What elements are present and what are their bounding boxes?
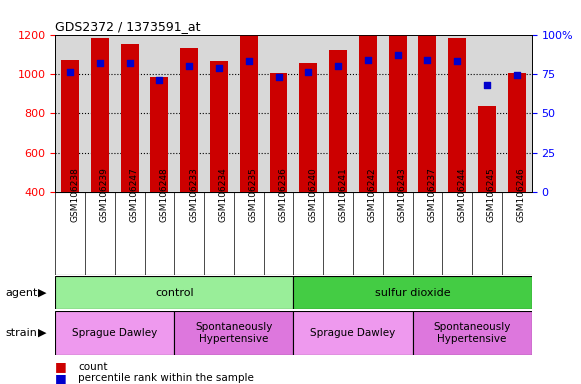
Text: agent: agent (6, 288, 38, 298)
Point (453, 58, 462, 65)
Bar (293, 276, 532, 309)
Text: strain: strain (6, 328, 38, 338)
Bar (329, 50, 347, 192)
Bar (389, 0, 407, 192)
Bar (359, 19, 376, 192)
Bar (174, 311, 293, 355)
Text: GSM106243: GSM106243 (397, 167, 407, 222)
Text: GSM106239: GSM106239 (100, 167, 109, 222)
Text: control: control (155, 288, 193, 298)
Text: count: count (78, 362, 108, 372)
Text: GSM106241: GSM106241 (338, 167, 347, 222)
Text: ■: ■ (55, 372, 67, 384)
Text: percentile rank within the sample: percentile rank within the sample (78, 373, 254, 383)
Text: Sprague Dawley: Sprague Dawley (310, 328, 396, 338)
Bar (240, 33, 258, 192)
Text: sulfur dioxide: sulfur dioxide (375, 288, 450, 298)
Bar (210, 61, 228, 192)
Text: GSM106244: GSM106244 (457, 167, 466, 222)
Point (66, 69, 75, 75)
Text: GSM106247: GSM106247 (130, 167, 139, 222)
Text: ■: ■ (55, 360, 67, 373)
Text: Sprague Dawley: Sprague Dawley (72, 328, 157, 338)
Point (423, 57, 432, 63)
Point (95, 60, 105, 66)
Point (244, 58, 253, 65)
Bar (413, 311, 532, 355)
Text: GSM106233: GSM106233 (189, 167, 198, 222)
Point (214, 65, 224, 71)
Bar (418, 22, 436, 192)
Point (333, 63, 343, 69)
Point (304, 69, 313, 75)
Text: ▶: ▶ (38, 328, 46, 338)
Bar (121, 45, 139, 192)
Text: GSM106235: GSM106235 (249, 167, 258, 222)
Text: GSM106240: GSM106240 (309, 167, 317, 222)
Text: GSM106248: GSM106248 (159, 167, 168, 222)
Point (155, 77, 164, 83)
Point (274, 74, 283, 80)
Bar (299, 63, 317, 192)
Point (185, 63, 194, 69)
Text: Spontaneously
Hypertensive: Spontaneously Hypertensive (195, 322, 272, 344)
Text: Spontaneously
Hypertensive: Spontaneously Hypertensive (433, 322, 511, 344)
Point (393, 52, 402, 58)
Bar (478, 106, 496, 192)
Bar (449, 38, 466, 192)
Text: GSM106237: GSM106237 (428, 167, 436, 222)
Point (125, 60, 134, 66)
Bar (55, 276, 293, 309)
Bar (61, 60, 79, 192)
Bar (293, 311, 413, 355)
Bar (150, 77, 168, 192)
Text: GSM106246: GSM106246 (517, 167, 526, 222)
Text: ▶: ▶ (38, 288, 46, 298)
Point (363, 57, 372, 63)
Point (512, 73, 521, 79)
Text: GSM106245: GSM106245 (487, 167, 496, 222)
Bar (508, 73, 526, 192)
Bar (91, 38, 109, 192)
Text: GSM106238: GSM106238 (70, 167, 79, 222)
Bar (180, 48, 198, 192)
Bar (55, 311, 174, 355)
Text: GSM106242: GSM106242 (368, 167, 377, 222)
Bar (270, 73, 288, 192)
Point (482, 82, 492, 88)
Text: GSM106236: GSM106236 (278, 167, 288, 222)
Text: GSM106234: GSM106234 (219, 167, 228, 222)
Text: GDS2372 / 1373591_at: GDS2372 / 1373591_at (55, 20, 200, 33)
